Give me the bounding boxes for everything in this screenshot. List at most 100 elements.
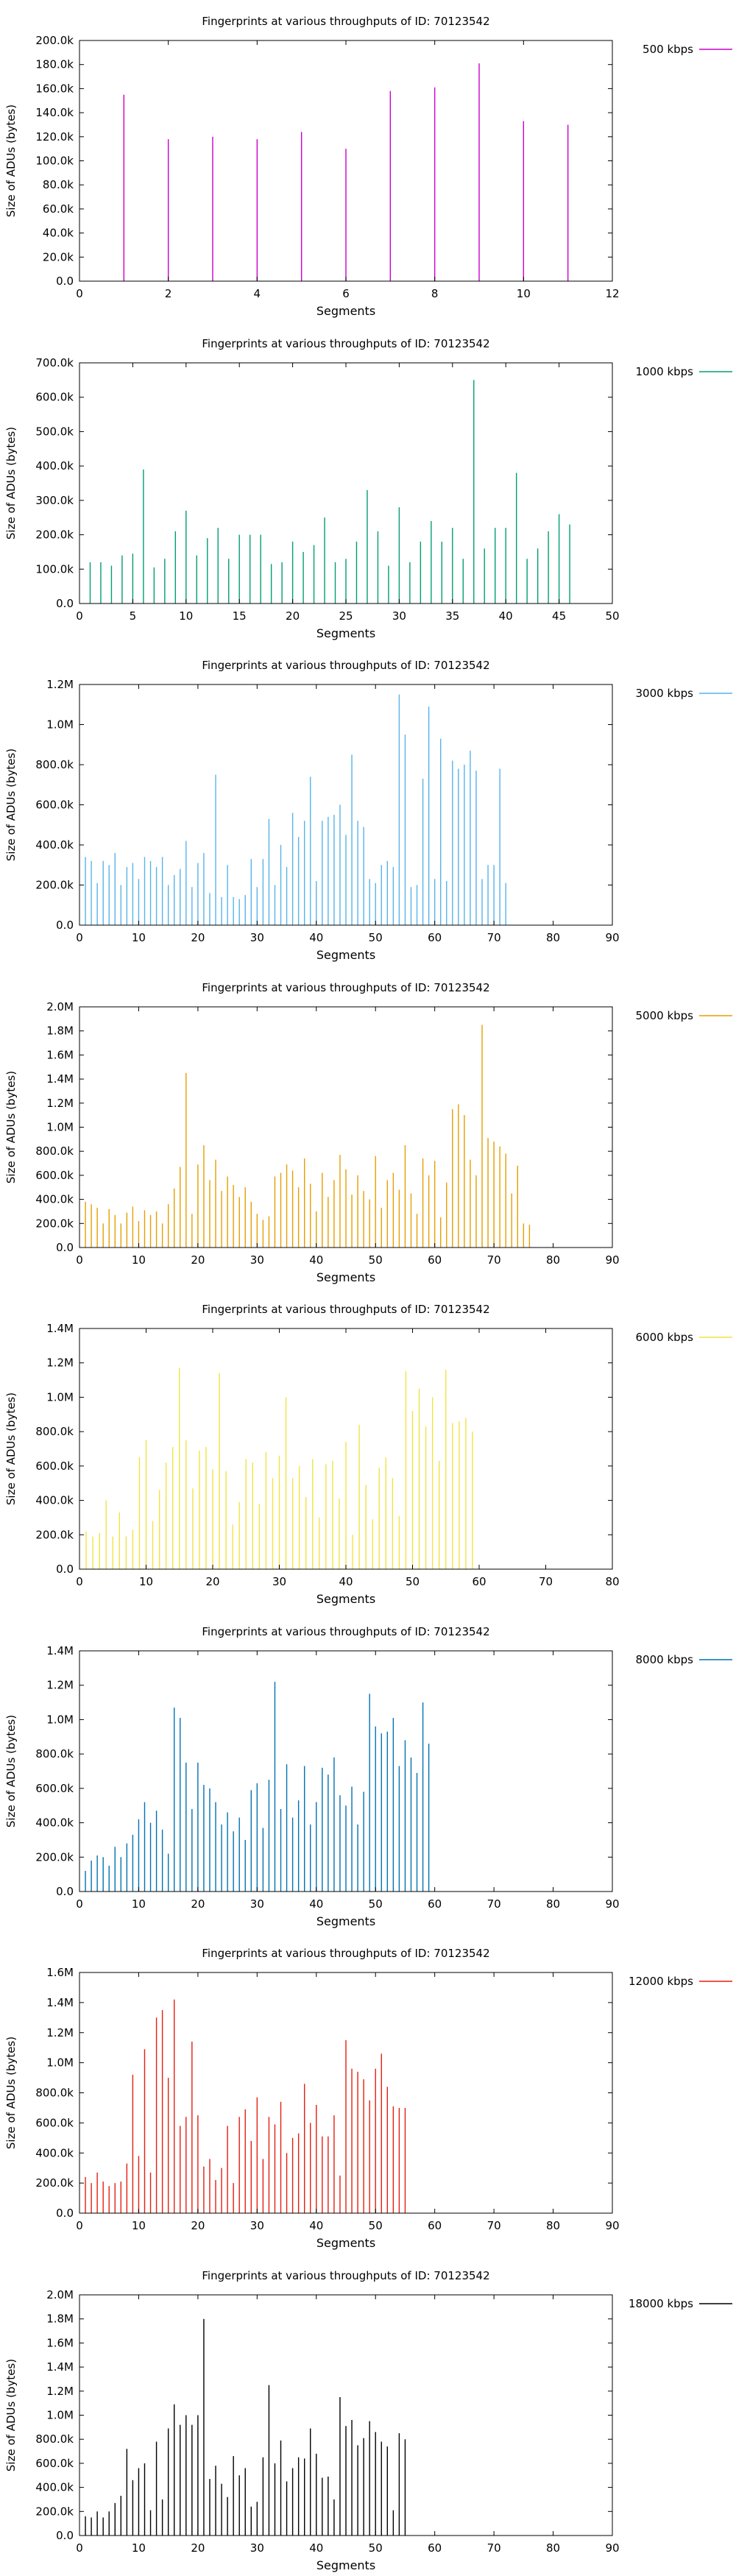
- x-tick-label: 60: [428, 2219, 442, 2232]
- x-tick-label: 50: [369, 931, 383, 944]
- x-tick-label: 60: [428, 1897, 442, 1911]
- x-tick-label: 60: [428, 931, 442, 944]
- y-tick-label: 100.0k: [35, 562, 74, 576]
- y-tick-label: 1.8M: [46, 1024, 74, 1037]
- chart-7: Fingerprints at various throughputs of I…: [4, 1947, 732, 2250]
- chart-title: Fingerprints at various throughputs of I…: [202, 659, 489, 672]
- x-tick-label: 90: [605, 2219, 619, 2232]
- x-tick-label: 50: [369, 2219, 383, 2232]
- x-tick-label: 30: [250, 931, 264, 944]
- x-axis-label: Segments: [316, 1270, 375, 1284]
- x-tick-label: 50: [369, 1897, 383, 1911]
- x-tick-label: 50: [369, 1253, 383, 1267]
- x-axis-label: Segments: [316, 1914, 375, 1928]
- bars-group: [85, 1367, 473, 1569]
- x-tick-label: 30: [250, 1897, 264, 1911]
- legend: 8000 kbps: [636, 1653, 732, 1666]
- y-tick-label: 0.0: [56, 919, 74, 932]
- x-tick-label: 0: [76, 1897, 83, 1911]
- y-tick-label: 800.0k: [35, 1425, 74, 1438]
- y-tick-label: 1.4M: [46, 1644, 74, 1657]
- bars-group: [89, 379, 570, 604]
- y-tick-label: 400.0k: [35, 2146, 74, 2159]
- chart-8: Fingerprints at various throughputs of I…: [4, 2269, 732, 2572]
- y-tick-label: 1.6M: [46, 2336, 74, 2349]
- x-tick-label: 90: [605, 1253, 619, 1267]
- y-tick-label: 0.0: [56, 1563, 74, 1576]
- y-tick-label: 400.0k: [35, 459, 74, 473]
- x-tick-label: 30: [272, 1575, 286, 1588]
- chart-1: Fingerprints at various throughputs of I…: [4, 15, 732, 318]
- y-tick-label: 400.0k: [35, 1816, 74, 1829]
- y-tick-label: 1.0M: [46, 2056, 74, 2070]
- x-tick-label: 40: [499, 609, 513, 623]
- x-axis-label: Segments: [316, 626, 375, 640]
- x-tick-label: 25: [339, 609, 353, 623]
- legend-label: 6000 kbps: [636, 1331, 694, 1344]
- y-tick-label: 160.0k: [35, 82, 74, 95]
- y-tick-label: 600.0k: [35, 799, 74, 812]
- y-tick-label: 0.0: [56, 2529, 74, 2542]
- x-tick-label: 10: [132, 1897, 146, 1911]
- y-tick-label: 1.0M: [46, 1120, 74, 1133]
- y-axis-label: Size of ADUs (bytes): [4, 1714, 18, 1827]
- y-tick-label: 100.0k: [35, 155, 74, 168]
- legend-label: 8000 kbps: [636, 1653, 694, 1666]
- x-tick-label: 80: [546, 931, 560, 944]
- y-tick-label: 80.0k: [43, 178, 74, 191]
- x-tick-label: 80: [546, 2219, 560, 2232]
- x-tick-label: 40: [309, 1253, 323, 1267]
- chart-title: Fingerprints at various throughputs of I…: [202, 1947, 489, 1960]
- y-tick-label: 1.0M: [46, 1713, 74, 1726]
- x-tick-label: 8: [431, 287, 439, 300]
- chart-3: Fingerprints at various throughputs of I…: [4, 659, 732, 962]
- x-tick-label: 50: [605, 609, 619, 623]
- x-tick-label: 12: [605, 287, 619, 300]
- x-tick-label: 10: [132, 2541, 146, 2555]
- x-tick-label: 10: [179, 609, 193, 623]
- x-tick-label: 6: [342, 287, 350, 300]
- y-tick-label: 600.0k: [35, 2456, 74, 2469]
- x-tick-label: 70: [487, 2219, 501, 2232]
- x-tick-label: 0: [76, 2541, 83, 2555]
- y-tick-label: 800.0k: [35, 1747, 74, 1761]
- x-tick-label: 35: [445, 609, 459, 623]
- x-tick-label: 90: [605, 2541, 619, 2555]
- x-tick-label: 30: [250, 2541, 264, 2555]
- y-tick-label: 0.0: [56, 1241, 74, 1254]
- y-tick-label: 600.0k: [35, 390, 74, 403]
- x-tick-label: 20: [191, 2541, 205, 2555]
- y-axis-label: Size of ADUs (bytes): [4, 426, 18, 539]
- x-tick-label: 40: [309, 931, 323, 944]
- legend: 6000 kbps: [636, 1331, 732, 1344]
- legend-label: 3000 kbps: [636, 687, 694, 700]
- legend-label: 12000 kbps: [629, 1975, 693, 1988]
- y-tick-label: 200.0k: [35, 528, 74, 541]
- y-tick-label: 800.0k: [35, 758, 74, 771]
- y-tick-label: 1.6M: [46, 1966, 74, 1979]
- x-tick-label: 40: [339, 1575, 353, 1588]
- x-tick-label: 80: [546, 2541, 560, 2555]
- y-tick-label: 700.0k: [35, 356, 74, 369]
- x-tick-label: 20: [191, 1253, 205, 1267]
- chart-title: Fingerprints at various throughputs of I…: [202, 15, 489, 28]
- x-tick-label: 0: [76, 287, 83, 300]
- x-tick-label: 90: [605, 931, 619, 944]
- x-tick-label: 70: [487, 2541, 501, 2555]
- y-tick-label: 1.4M: [46, 1322, 74, 1335]
- bars-group: [85, 2318, 406, 2536]
- legend: 18000 kbps: [629, 2297, 732, 2310]
- x-tick-label: 80: [546, 1253, 560, 1267]
- x-tick-label: 50: [406, 1575, 420, 1588]
- y-tick-label: 0.0: [56, 2207, 74, 2220]
- chart-title: Fingerprints at various throughputs of I…: [202, 337, 489, 350]
- y-tick-label: 800.0k: [35, 1144, 74, 1158]
- x-tick-label: 70: [539, 1575, 553, 1588]
- y-tick-label: 2.0M: [46, 1000, 74, 1013]
- y-tick-label: 600.0k: [35, 1459, 74, 1473]
- x-tick-label: 0: [76, 1253, 83, 1267]
- y-tick-label: 200.0k: [35, 2505, 74, 2518]
- y-tick-label: 500.0k: [35, 425, 74, 438]
- y-tick-label: 60.0k: [43, 202, 74, 216]
- x-axis-label: Segments: [316, 1592, 375, 1606]
